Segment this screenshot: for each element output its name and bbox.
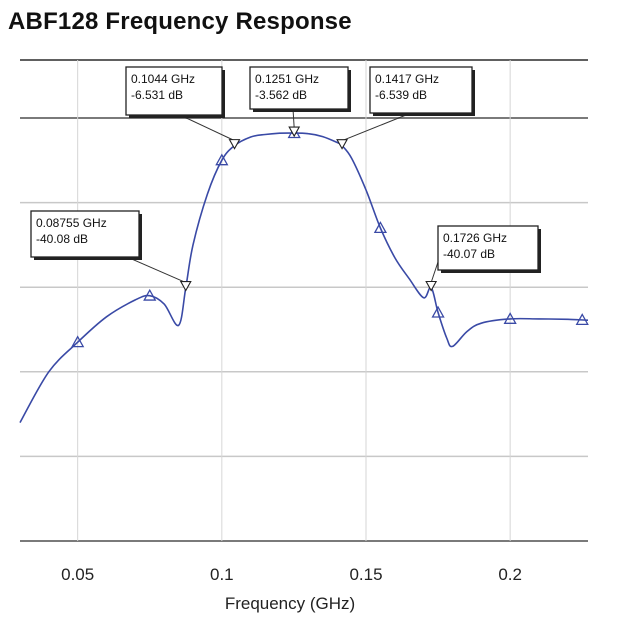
annotation-marker: [288, 126, 301, 138]
data-marker: [215, 153, 229, 166]
annotation-box: [249, 66, 349, 110]
annotation-box: [437, 225, 539, 271]
annotation-leader: [430, 261, 439, 283]
annotation-marker: [228, 139, 241, 150]
annotation-marker: [179, 280, 192, 292]
x-tick-label: 0.15: [349, 565, 382, 584]
data-marker: [143, 288, 157, 301]
data-marker: [503, 312, 517, 324]
x-tick-label: 0.2: [498, 565, 522, 584]
series-layer: [19, 132, 589, 423]
annotation-level: -6.539 dB: [375, 88, 427, 102]
annotation-box: [125, 66, 223, 116]
annotation-leader: [292, 108, 295, 129]
x-tick-label: 0.1: [210, 565, 234, 584]
annotation-frequency: 0.1726 GHz: [443, 231, 507, 245]
data-marker: [71, 335, 85, 348]
annotation-box: [30, 210, 140, 258]
annotation-marker: [336, 139, 348, 150]
annotation-frequency: 0.1044 GHz: [131, 72, 195, 86]
annotation-frequency: 0.1251 GHz: [255, 72, 319, 86]
annotation-layer: 0.08755 GHz -40.08 dB 0.1044 GHz -6.531 dB 0…: [30, 66, 541, 292]
marker-layer: [71, 126, 589, 348]
data-marker: [373, 221, 388, 234]
annotation-level: -3.562 dB: [255, 88, 307, 102]
annotation-frequency: 0.1417 GHz: [375, 72, 439, 86]
annotation-leader: [341, 112, 412, 142]
annotation-leader: [126, 256, 186, 283]
annotation-leader: [179, 114, 235, 142]
grid: [20, 59, 588, 542]
chart-title: ABF128 Frequency Response: [8, 8, 352, 35]
annotation-level: -40.07 dB: [443, 247, 495, 261]
annotation-frequency: 0.08755 GHz: [36, 216, 107, 230]
x-tick-label: 0.05: [61, 565, 94, 584]
data-marker: [575, 313, 589, 326]
annotation-level: -40.08 dB: [36, 232, 88, 246]
x-axis-label: Frequency (GHz): [225, 594, 355, 613]
annotation-box: [369, 66, 473, 114]
series-line: [19, 132, 589, 423]
data-marker: [431, 305, 445, 318]
data-marker: [287, 126, 301, 139]
annotation-level: -6.531 dB: [131, 88, 183, 102]
annotation-marker: [425, 280, 438, 292]
x-tick-labels: 0.05 0.1 0.15 0.2: [61, 565, 522, 584]
